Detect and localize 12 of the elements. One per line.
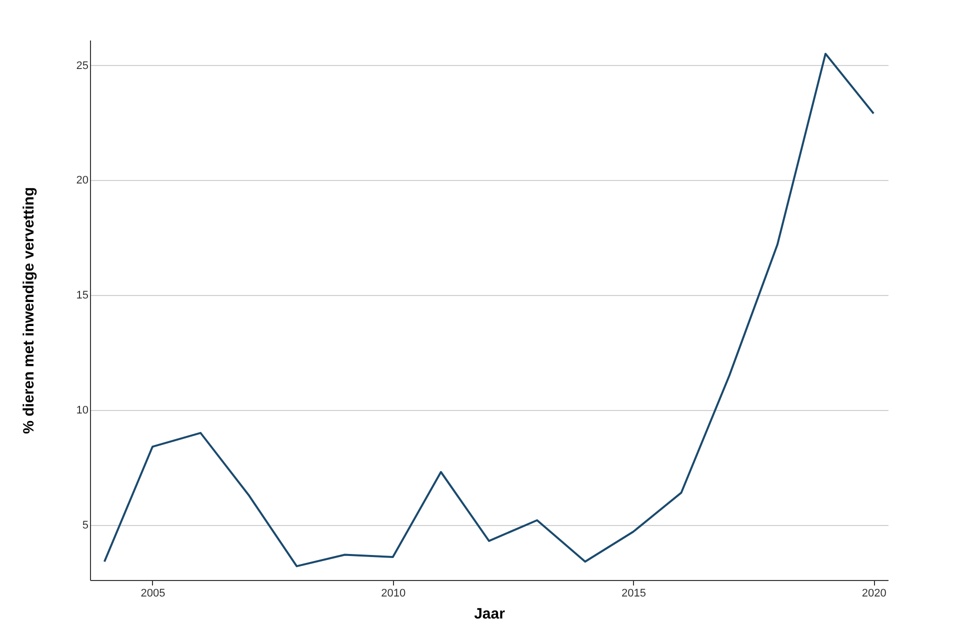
x-axis-title: Jaar xyxy=(474,606,506,622)
x-tick-label: 2010 xyxy=(381,588,406,600)
x-tick-label: 2015 xyxy=(621,588,646,600)
y-axis-title: % dieren met inwendige vervetting xyxy=(20,187,38,434)
line-series xyxy=(103,52,875,568)
y-tick-label: 25 xyxy=(76,60,88,72)
y-tick-label: 5 xyxy=(82,519,88,532)
y-tick-label: 15 xyxy=(76,290,88,302)
x-tick-label: 2020 xyxy=(862,588,886,600)
y-tick-label: 20 xyxy=(76,174,88,187)
y-tick-label: 10 xyxy=(76,404,88,416)
x-tick-label: 2005 xyxy=(140,588,166,600)
